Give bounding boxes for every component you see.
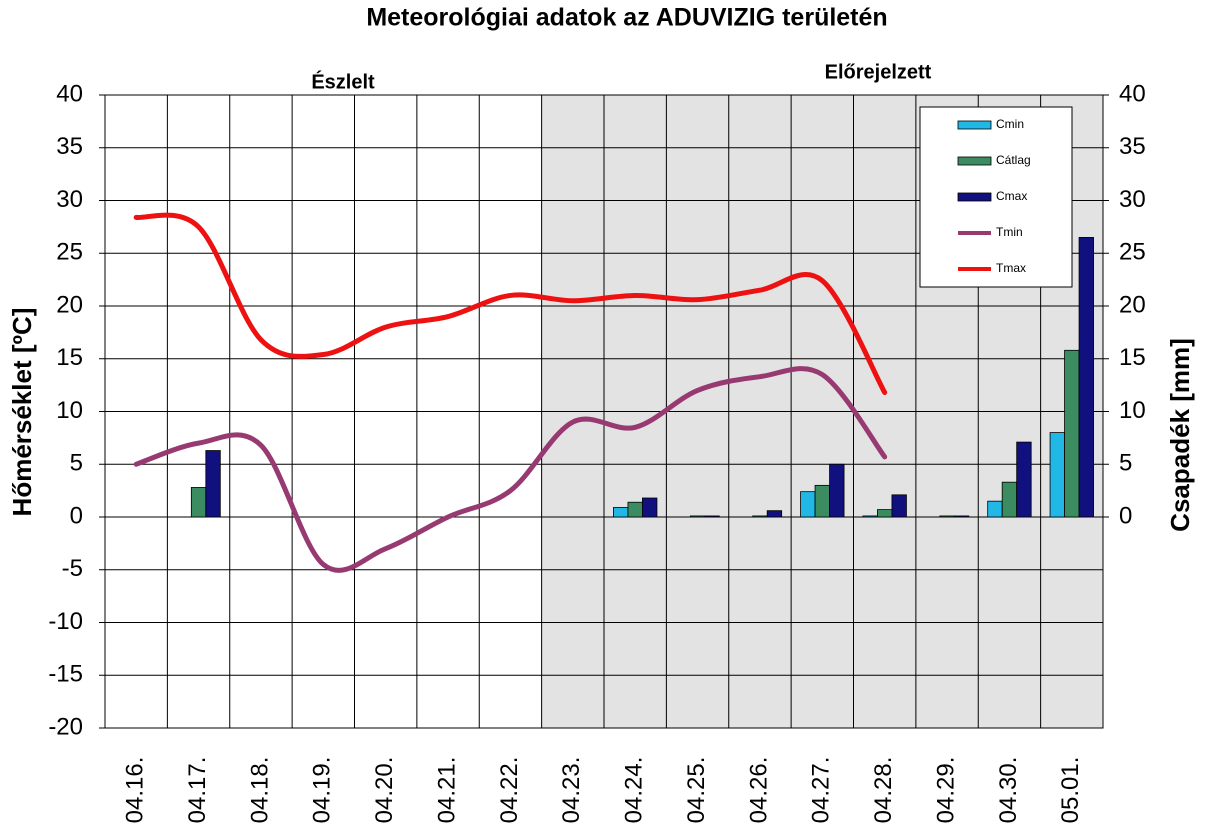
x-tick-label: 04.30. bbox=[995, 757, 1022, 824]
y-tick-label: 20 bbox=[56, 291, 83, 318]
bar bbox=[689, 515, 706, 518]
y-tick-label: 25 bbox=[56, 239, 83, 266]
y-tick-label: 0 bbox=[70, 502, 83, 529]
bar bbox=[627, 501, 643, 518]
bar bbox=[1049, 432, 1065, 518]
bar bbox=[1064, 349, 1080, 518]
annotation: Észlelt bbox=[311, 70, 375, 93]
bar bbox=[642, 497, 658, 518]
x-tick-label: 04.23. bbox=[558, 757, 585, 824]
x-tick-label: 04.19. bbox=[309, 757, 336, 824]
bar bbox=[800, 491, 816, 518]
y2-tick-label: 30 bbox=[1119, 186, 1146, 213]
bar bbox=[190, 487, 207, 518]
bar bbox=[1016, 441, 1032, 518]
legend-swatch bbox=[957, 120, 992, 130]
y-tick-label: 15 bbox=[56, 344, 83, 371]
x-tick-label: 04.29. bbox=[932, 757, 959, 824]
bar bbox=[1001, 481, 1018, 518]
x-tick-label: 04.21. bbox=[433, 757, 460, 824]
y2-tick-label: 40 bbox=[1119, 80, 1146, 107]
y2-tick-label: 10 bbox=[1119, 397, 1146, 424]
y-tick-label: -10 bbox=[48, 608, 83, 635]
legend-box bbox=[919, 106, 1073, 288]
y-tick-label: 40 bbox=[56, 80, 83, 107]
bar bbox=[205, 450, 221, 518]
y-axis-title: Hőmérséklet [ºC] bbox=[7, 308, 37, 517]
annotation: Előrejelzett bbox=[825, 61, 932, 83]
y-tick-label: -5 bbox=[62, 555, 83, 582]
legend-label: Tmax bbox=[996, 261, 1026, 275]
y-tick-label: 5 bbox=[70, 450, 83, 477]
y-tick-label: 30 bbox=[56, 186, 83, 213]
bar bbox=[829, 463, 845, 518]
legend-label: Cmax bbox=[996, 189, 1027, 203]
line bbox=[133, 366, 888, 573]
x-tick-label: 04.26. bbox=[745, 757, 772, 824]
bar bbox=[1078, 237, 1094, 518]
y2-tick-label: 0 bbox=[1119, 502, 1132, 529]
x-tick-label: 04.20. bbox=[371, 757, 398, 824]
y-tick-label: -20 bbox=[48, 713, 83, 740]
bar bbox=[939, 515, 955, 518]
legend-label: Cátlag bbox=[996, 153, 1031, 167]
bar bbox=[704, 515, 720, 518]
y-tick-label: 10 bbox=[56, 397, 83, 424]
x-tick-label: 04.22. bbox=[496, 757, 523, 824]
bar bbox=[862, 515, 878, 518]
bar bbox=[752, 515, 768, 518]
y-tick-label: 35 bbox=[56, 133, 83, 160]
x-tick-label: 04.28. bbox=[870, 757, 897, 824]
y2-axis-title: Csapadék [mm] bbox=[1165, 338, 1195, 532]
bar bbox=[953, 515, 970, 518]
y2-tick-label: 5 bbox=[1119, 450, 1132, 477]
legend-swatch bbox=[957, 156, 992, 166]
bar bbox=[987, 500, 1003, 518]
x-tick-label: 04.24. bbox=[621, 757, 648, 824]
y2-tick-label: 20 bbox=[1119, 291, 1146, 318]
y2-tick-label: 35 bbox=[1119, 133, 1146, 160]
bar bbox=[766, 510, 783, 518]
bar bbox=[613, 507, 629, 518]
legend-swatch bbox=[957, 192, 992, 202]
legend-label: Cmin bbox=[996, 117, 1024, 131]
bar bbox=[877, 509, 893, 518]
bar bbox=[814, 484, 830, 518]
y2-tick-label: 25 bbox=[1119, 239, 1146, 266]
y2-tick-label: 15 bbox=[1119, 344, 1146, 371]
x-tick-label: 04.17. bbox=[184, 757, 211, 824]
legend-label: Tmin bbox=[996, 225, 1023, 239]
x-tick-label: 04.27. bbox=[808, 757, 835, 824]
x-tick-label: 04.25. bbox=[683, 757, 710, 824]
y-tick-label: -15 bbox=[48, 661, 83, 688]
x-tick-label: 04.16. bbox=[122, 757, 149, 824]
plot-frame bbox=[104, 94, 1104, 729]
x-tick-label: 04.18. bbox=[246, 757, 273, 824]
bar bbox=[891, 494, 907, 518]
line bbox=[133, 212, 888, 396]
chart-title: Meteorológiai adatok az ADUVIZIG terület… bbox=[366, 4, 887, 32]
x-tick-label: 05.01. bbox=[1057, 757, 1084, 824]
